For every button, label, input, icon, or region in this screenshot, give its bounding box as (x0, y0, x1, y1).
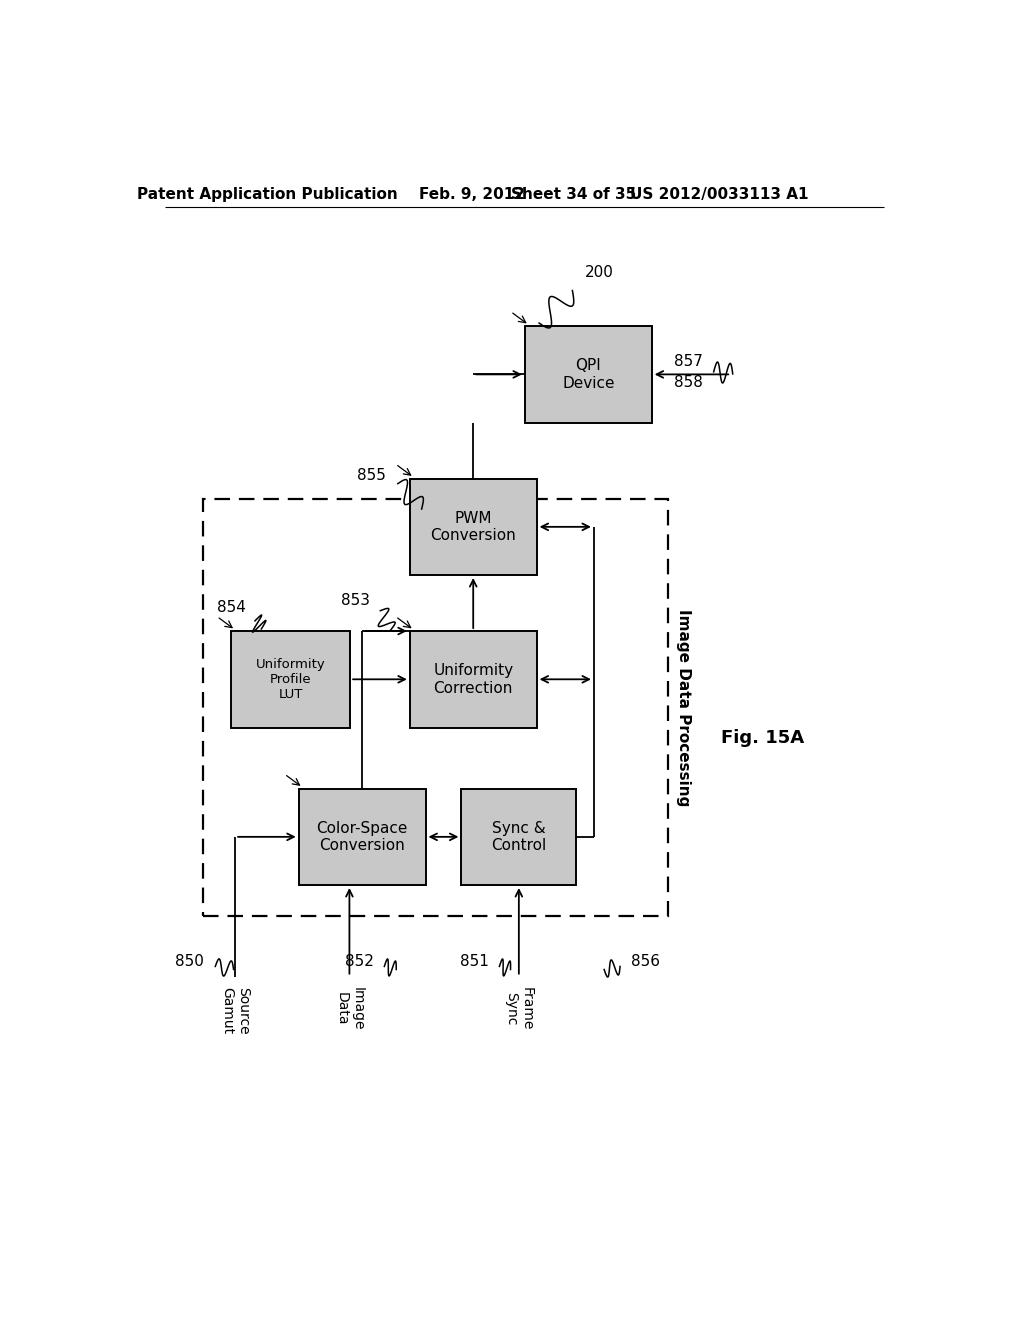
Text: Uniformity
Profile
LUT: Uniformity Profile LUT (256, 657, 326, 701)
Text: 850: 850 (175, 954, 204, 969)
FancyBboxPatch shape (461, 788, 577, 886)
Text: 852: 852 (345, 954, 374, 969)
Text: 858: 858 (674, 375, 702, 389)
Text: 851: 851 (460, 954, 489, 969)
Text: PWM
Conversion: PWM Conversion (430, 511, 516, 543)
Text: QPI
Device: QPI Device (562, 358, 614, 391)
FancyBboxPatch shape (231, 631, 350, 727)
FancyBboxPatch shape (410, 479, 537, 576)
Text: Fig. 15A: Fig. 15A (721, 729, 805, 747)
Text: Image
Data: Image Data (334, 987, 365, 1031)
Text: 854: 854 (217, 601, 246, 615)
Text: Color-Space
Conversion: Color-Space Conversion (316, 821, 408, 853)
FancyBboxPatch shape (524, 326, 652, 422)
FancyBboxPatch shape (299, 788, 426, 886)
Text: 853: 853 (341, 593, 370, 609)
Text: Image Data Processing: Image Data Processing (676, 609, 691, 807)
FancyBboxPatch shape (410, 631, 537, 727)
Text: 856: 856 (631, 954, 660, 969)
Text: Source
Gamut: Source Gamut (220, 987, 250, 1035)
Text: Feb. 9, 2012: Feb. 9, 2012 (419, 187, 524, 202)
Text: 857: 857 (674, 354, 702, 370)
Text: Sync &
Control: Sync & Control (492, 821, 547, 853)
Text: Sheet 34 of 35: Sheet 34 of 35 (511, 187, 637, 202)
Text: 200: 200 (585, 265, 614, 280)
Text: Patent Application Publication: Patent Application Publication (136, 187, 397, 202)
Text: US 2012/0033113 A1: US 2012/0033113 A1 (630, 187, 809, 202)
Text: Uniformity
Correction: Uniformity Correction (433, 663, 513, 696)
Text: 855: 855 (357, 469, 386, 483)
Text: Frame
Sync: Frame Sync (504, 987, 534, 1030)
